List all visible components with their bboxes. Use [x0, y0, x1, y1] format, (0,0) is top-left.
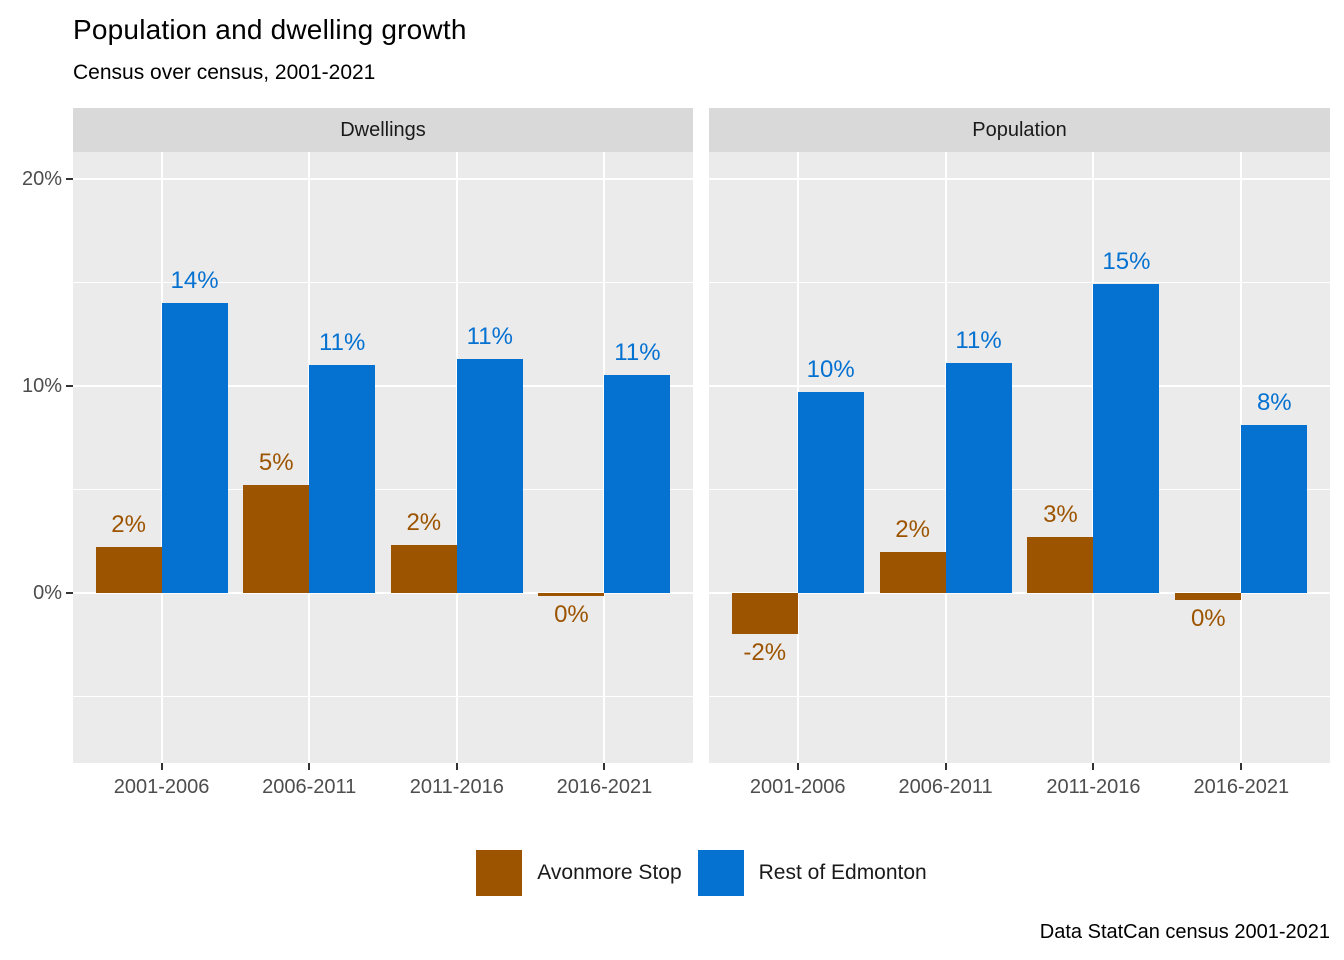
- bar-rest-of-edmonton: [456, 358, 523, 593]
- bar-value-label: 2%: [111, 511, 146, 539]
- chart-caption: Data StatCan census 2001-2021: [1039, 921, 1330, 943]
- bar-avonmore-stop: [390, 545, 457, 593]
- legend-key-avonmore-stop: [476, 850, 523, 896]
- legend-key-rest-of-edmonton: [697, 850, 744, 896]
- x-axis-tick: [308, 763, 311, 770]
- x-axis-tick-label: 2006-2011: [262, 776, 357, 798]
- bar-avonmore-stop: [95, 547, 162, 593]
- bar-rest-of-edmonton: [604, 375, 671, 593]
- gridline-major-h: [73, 384, 693, 387]
- bar-avonmore-stop: [879, 551, 946, 593]
- bar-rest-of-edmonton: [797, 392, 864, 593]
- bar-rest-of-edmonton: [945, 363, 1012, 593]
- bar-value-label: 11%: [319, 329, 366, 357]
- x-axis-tick: [944, 763, 947, 770]
- gridline-minor-h: [709, 281, 1330, 283]
- facet-strip-label: Dwellings: [340, 118, 426, 141]
- gridline-minor-h: [73, 281, 693, 283]
- bar-value-label: 11%: [466, 322, 513, 350]
- gridline-major-h: [709, 592, 1330, 594]
- x-axis-tick-label: 2011-2016: [1046, 776, 1141, 798]
- x-axis-tick-label: 2016-2021: [556, 776, 653, 798]
- facet-strip-label: Population: [972, 118, 1067, 141]
- x-axis-tick-label: 2001-2006: [749, 776, 846, 798]
- x-axis-tick-label: 2011-2016: [409, 776, 504, 798]
- bar-value-label: 5%: [258, 449, 294, 477]
- facet-strip-population: Population: [709, 108, 1330, 152]
- bar-value-label: 0%: [1190, 605, 1226, 633]
- plot-panel-dwellings: 2% 5% 2% 0% 14% 11% 11% 11%: [73, 152, 693, 763]
- bar-value-label: 11%: [955, 327, 1002, 354]
- legend: Avonmore Stop Rest of Edmonton: [73, 849, 1330, 897]
- gridline-major-h: [709, 177, 1330, 180]
- chart-title: Population and dwelling growth: [73, 14, 467, 45]
- bar-rest-of-edmonton: [309, 365, 376, 593]
- bar-value-label: 2%: [406, 509, 442, 537]
- legend-label: Avonmore Stop: [537, 861, 682, 884]
- x-axis-tick: [796, 763, 799, 770]
- x-axis-tick: [603, 763, 606, 770]
- gridline-major-h: [709, 384, 1330, 387]
- bar-value-label: 15%: [1102, 248, 1151, 276]
- legend-label: Rest of Edmonton: [758, 861, 927, 884]
- bar-avonmore-stop: [731, 593, 798, 635]
- x-axis-tick: [160, 763, 163, 770]
- x-axis-tick-label: 2006-2011: [898, 776, 993, 798]
- plot-panel-population: -2% 2% 3% 0% 10% 11% 15% 8%: [709, 152, 1330, 763]
- x-axis-tick: [455, 763, 458, 770]
- bar-avonmore-stop: [243, 485, 310, 593]
- y-axis-tick: [66, 384, 73, 387]
- bar-rest-of-edmonton: [1241, 425, 1308, 593]
- gridline-major-h: [73, 592, 693, 594]
- y-axis-tick: [66, 177, 73, 180]
- bar-value-label: 10%: [806, 356, 855, 384]
- bar-value-label: 3%: [1043, 501, 1078, 529]
- gridline-major-h: [73, 177, 693, 180]
- gridline-minor-h: [709, 695, 1330, 698]
- gridline-minor-h: [73, 488, 693, 491]
- bar-value-label: 14%: [170, 266, 219, 294]
- y-axis-tick-label: 10%: [21, 374, 62, 397]
- x-axis-tick: [1240, 763, 1243, 770]
- facet-strip-dwellings: Dwellings: [73, 108, 693, 152]
- y-axis-tick-label: 20%: [21, 167, 62, 190]
- legend-item-avonmore-stop: Avonmore Stop: [476, 850, 682, 896]
- bar-value-label: -2%: [743, 639, 787, 667]
- bar-rest-of-edmonton: [1093, 284, 1160, 593]
- bar-value-label: 8%: [1256, 389, 1292, 417]
- legend-item-rest-of-edmonton: Rest of Edmonton: [697, 850, 927, 896]
- bar-avonmore-stop: [538, 593, 605, 597]
- x-axis-tick-label: 2016-2021: [1193, 776, 1290, 798]
- y-axis-tick: [66, 592, 73, 594]
- x-axis-tick: [1092, 763, 1095, 770]
- bar-value-label: 0%: [554, 601, 589, 629]
- bar-value-label: 2%: [895, 515, 930, 543]
- bar-rest-of-edmonton: [161, 302, 228, 593]
- gridline-minor-h: [709, 488, 1330, 491]
- gridline-minor-h: [73, 695, 693, 698]
- x-axis-tick-label: 2001-2006: [113, 776, 210, 798]
- chart-subtitle: Census over census, 2001-2021: [73, 61, 376, 84]
- bar-value-label: 11%: [614, 339, 661, 367]
- bar-avonmore-stop: [1027, 537, 1094, 593]
- y-axis-tick-label: 0%: [33, 582, 62, 604]
- bar-avonmore-stop: [1175, 593, 1242, 601]
